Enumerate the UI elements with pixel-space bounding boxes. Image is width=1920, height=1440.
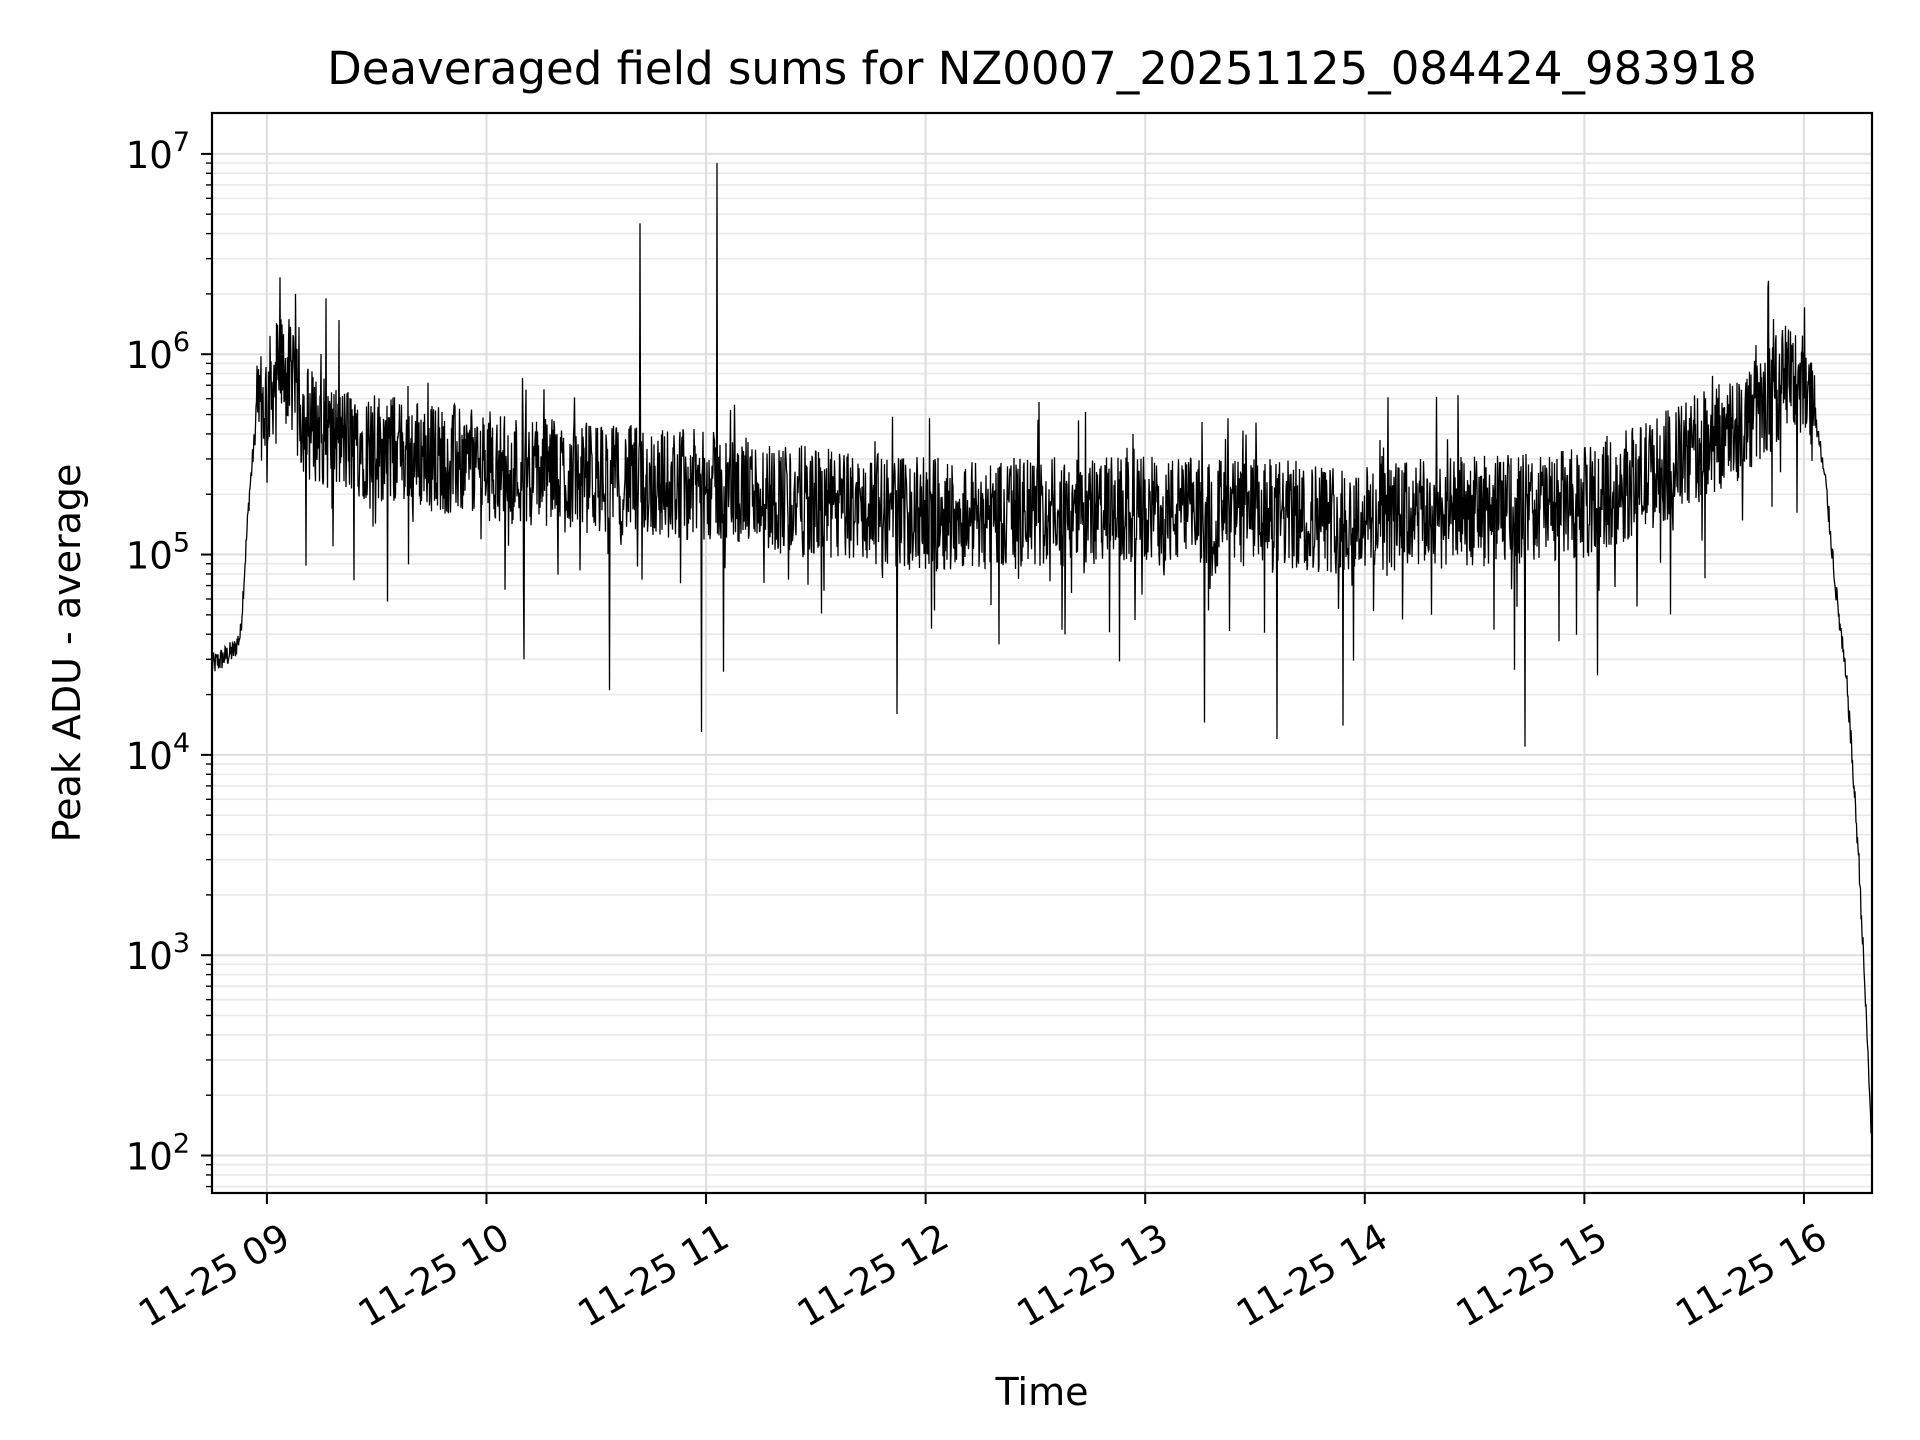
y-tick-label: 107 <box>126 127 190 177</box>
y-tick-label: 106 <box>126 327 190 377</box>
y-tick-base: 10 <box>126 935 173 978</box>
y-tick-label: 105 <box>126 528 190 578</box>
y-tick-exponent: 6 <box>173 327 190 358</box>
y-tick-exponent: 4 <box>173 728 190 759</box>
y-tick-base: 10 <box>126 1136 173 1179</box>
x-axis-label: Time <box>995 1370 1089 1414</box>
chart-title: Deaveraged field sums for NZ0007_2025112… <box>327 42 1757 95</box>
y-tick-base: 10 <box>126 535 173 578</box>
y-tick-label: 102 <box>126 1129 190 1179</box>
y-tick-label: 104 <box>126 728 190 778</box>
y-tick-exponent: 7 <box>173 127 190 158</box>
minor-gridlines <box>212 162 1872 1188</box>
series-layer <box>211 163 1873 1154</box>
y-tick-base: 10 <box>126 334 173 377</box>
y-tick-exponent: 5 <box>173 528 190 559</box>
plot-frame <box>210 111 1874 1195</box>
y-tick-base: 10 <box>126 735 173 778</box>
y-tick-base: 10 <box>126 134 173 177</box>
ticks-layer <box>201 152 1805 1204</box>
y-tick-exponent: 2 <box>173 1129 190 1160</box>
y-tick-label: 103 <box>126 928 190 978</box>
series-line <box>211 163 1873 1154</box>
y-axis-label: Peak ADU - average <box>45 464 89 843</box>
y-tick-exponent: 3 <box>173 928 190 959</box>
major-gridlines <box>212 113 1872 1193</box>
